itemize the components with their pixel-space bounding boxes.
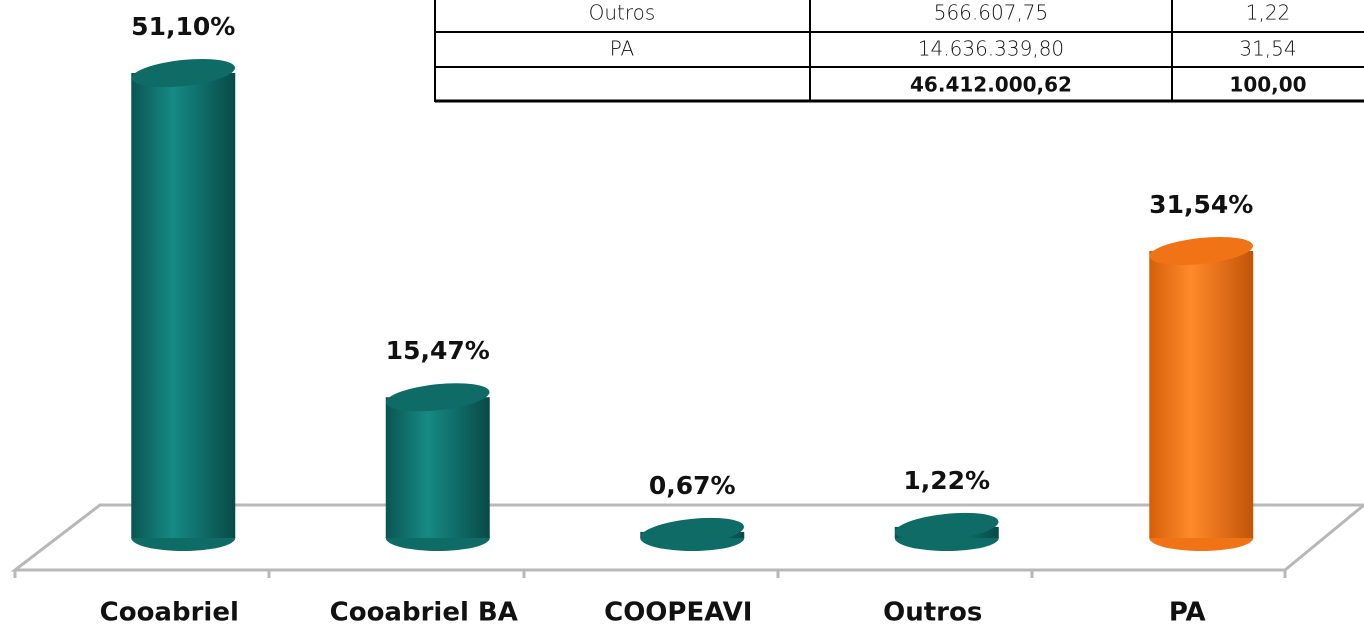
bar	[385, 397, 490, 538]
table-total: 100,00	[1229, 73, 1306, 97]
value-label: 51,10%	[131, 12, 235, 41]
bar	[1149, 250, 1254, 538]
value-label: 31,54%	[1149, 190, 1253, 219]
table-cell: Outros	[589, 1, 656, 25]
bar-top	[386, 383, 490, 412]
bar-top	[640, 517, 744, 546]
bar-top	[131, 58, 235, 88]
table-cell: PA	[610, 37, 635, 61]
floor	[10, 503, 1364, 578]
x-tick-label: Cooabriel	[100, 598, 239, 625]
x-tick-label: Cooabriel BA	[330, 598, 518, 625]
table-cell: 566.607,75	[934, 1, 1049, 25]
table-cell: 31,54	[1239, 37, 1296, 61]
x-tick-label: Outros	[883, 598, 982, 625]
x-tick-label: COOPEAVI	[604, 598, 752, 625]
table-cell: 14.636.339,80	[918, 37, 1064, 61]
bar-top	[1149, 236, 1253, 266]
table	[434, 0, 1364, 103]
floor-plane	[10, 503, 1364, 572]
x-tick-label: PA	[1169, 598, 1206, 625]
value-label: 0,67%	[649, 471, 736, 500]
value-label: 15,47%	[386, 336, 490, 365]
value-label: 1,22%	[903, 466, 990, 495]
table-cell: 1,22	[1246, 1, 1291, 25]
table-total: 46.412.000,62	[910, 73, 1072, 97]
bar-top	[895, 512, 999, 541]
bar	[131, 72, 236, 539]
